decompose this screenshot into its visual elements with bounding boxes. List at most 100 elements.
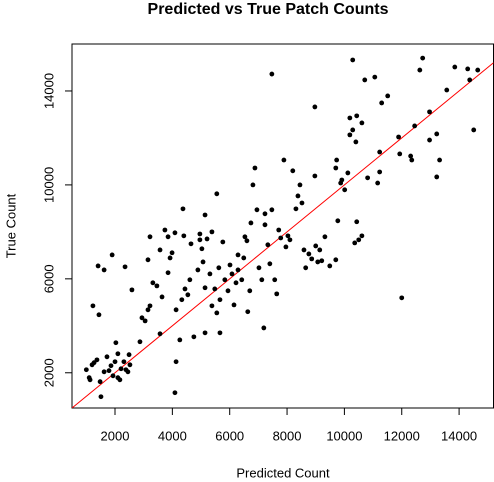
point bbox=[217, 330, 223, 336]
point bbox=[227, 262, 233, 268]
point bbox=[427, 137, 432, 143]
point bbox=[409, 157, 415, 163]
point bbox=[420, 55, 426, 61]
point bbox=[272, 277, 278, 283]
point bbox=[204, 236, 210, 242]
point bbox=[95, 263, 101, 269]
x-axis-label: Predicted Count bbox=[236, 465, 330, 480]
point bbox=[375, 180, 381, 186]
point bbox=[162, 227, 168, 233]
point bbox=[96, 312, 102, 318]
x-tick-label: 6000 bbox=[215, 428, 244, 443]
point bbox=[125, 369, 131, 375]
point bbox=[278, 235, 284, 241]
point bbox=[309, 256, 315, 262]
point bbox=[417, 67, 423, 73]
point bbox=[142, 318, 148, 324]
point bbox=[465, 66, 471, 72]
point bbox=[212, 286, 218, 292]
point bbox=[202, 330, 208, 336]
plot-frame bbox=[71, 43, 494, 409]
point bbox=[377, 169, 383, 175]
point bbox=[172, 230, 178, 236]
point bbox=[202, 285, 208, 291]
point bbox=[269, 207, 275, 213]
point bbox=[444, 87, 450, 93]
point bbox=[299, 200, 305, 206]
point bbox=[333, 257, 339, 263]
point bbox=[199, 246, 205, 252]
point bbox=[222, 277, 228, 283]
point bbox=[214, 191, 220, 197]
point bbox=[287, 237, 293, 243]
point bbox=[179, 297, 185, 303]
point bbox=[347, 115, 353, 121]
point bbox=[83, 367, 89, 373]
point bbox=[97, 379, 103, 385]
point bbox=[354, 113, 360, 119]
point bbox=[322, 234, 328, 240]
point bbox=[245, 309, 251, 315]
point bbox=[177, 337, 183, 343]
point bbox=[195, 267, 201, 273]
point bbox=[347, 132, 353, 138]
point bbox=[185, 292, 191, 298]
point bbox=[101, 369, 107, 375]
y-tick-label: 10000 bbox=[41, 167, 56, 203]
point bbox=[180, 206, 186, 212]
point bbox=[327, 263, 333, 269]
point bbox=[216, 265, 222, 271]
point bbox=[145, 307, 151, 313]
point bbox=[274, 291, 280, 297]
point bbox=[397, 151, 403, 157]
point bbox=[297, 182, 303, 188]
point bbox=[372, 74, 378, 80]
point bbox=[145, 257, 151, 263]
point bbox=[106, 368, 112, 374]
point bbox=[139, 315, 145, 321]
point bbox=[229, 271, 235, 277]
point bbox=[261, 325, 267, 331]
point bbox=[235, 267, 241, 273]
point bbox=[256, 265, 262, 271]
point bbox=[342, 187, 348, 193]
point bbox=[365, 175, 371, 181]
point bbox=[312, 173, 318, 179]
point bbox=[315, 259, 321, 265]
point bbox=[122, 264, 128, 270]
point bbox=[313, 243, 319, 249]
point bbox=[262, 222, 268, 228]
point bbox=[412, 123, 418, 129]
point bbox=[165, 234, 171, 240]
point bbox=[220, 239, 226, 245]
reference-line bbox=[72, 62, 494, 408]
x-tick-label: 14000 bbox=[441, 428, 477, 443]
point bbox=[117, 377, 123, 383]
point bbox=[467, 77, 473, 83]
point bbox=[350, 57, 356, 63]
point bbox=[101, 267, 107, 273]
point bbox=[306, 251, 312, 257]
point bbox=[333, 165, 339, 171]
x-tick-label: 10000 bbox=[326, 428, 362, 443]
point bbox=[247, 288, 253, 294]
point bbox=[434, 174, 440, 180]
point bbox=[200, 259, 206, 265]
point bbox=[172, 390, 178, 396]
point bbox=[112, 359, 118, 365]
point bbox=[173, 359, 179, 365]
point bbox=[434, 131, 440, 137]
point bbox=[165, 270, 171, 276]
point bbox=[283, 244, 289, 250]
point bbox=[217, 297, 223, 303]
point bbox=[110, 373, 116, 379]
point bbox=[147, 234, 153, 240]
y-axis-label: True Count bbox=[3, 193, 18, 258]
point bbox=[377, 149, 383, 155]
point bbox=[241, 255, 247, 261]
point bbox=[169, 250, 175, 256]
y-tick-label: 2000 bbox=[41, 358, 56, 387]
point bbox=[250, 182, 256, 188]
y-tick-label: 14000 bbox=[41, 73, 56, 109]
point bbox=[312, 104, 318, 110]
